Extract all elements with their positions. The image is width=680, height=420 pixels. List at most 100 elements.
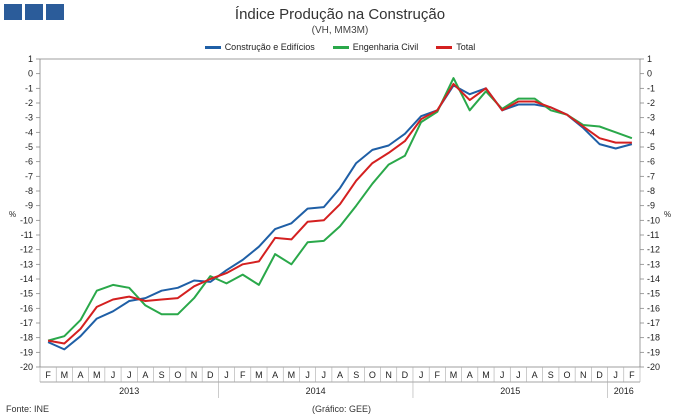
- x-tick-label: N: [385, 370, 392, 380]
- legend-item: Construção e Edifícios: [204, 42, 315, 52]
- y-tick-label-left: -18: [20, 333, 33, 343]
- x-tick-label: O: [174, 370, 181, 380]
- logo: [4, 4, 64, 20]
- y-tick-label-left: -6: [25, 157, 33, 167]
- x-tick-label: M: [255, 370, 263, 380]
- y-tick-label-right: -15: [647, 289, 660, 299]
- y-tick-label-left: -14: [20, 274, 33, 284]
- x-tick-label: A: [532, 370, 538, 380]
- y-tick-label-left: -4: [25, 127, 33, 137]
- y-tick-label-left: 1: [28, 54, 33, 64]
- x-tick-label: J: [500, 370, 505, 380]
- x-tick-label: A: [467, 370, 473, 380]
- y-tick-label-right: -5: [647, 142, 655, 152]
- x-tick-label: O: [564, 370, 571, 380]
- y-tick-label-right: -7: [647, 171, 655, 181]
- x-tick-label: J: [322, 370, 327, 380]
- x-tick-label: F: [629, 370, 635, 380]
- logo-square: [46, 4, 64, 20]
- logo-square: [4, 4, 22, 20]
- year-label: 2016: [614, 386, 634, 396]
- y-tick-label-right: -10: [647, 215, 660, 225]
- legend: Construção e Edifícios Engenharia Civil …: [0, 42, 680, 52]
- y-tick-label-right: -2: [647, 98, 655, 108]
- x-tick-label: N: [580, 370, 587, 380]
- y-tick-label-left: -8: [25, 186, 33, 196]
- y-tick-label-right: -16: [647, 303, 660, 313]
- x-tick-label: A: [337, 370, 343, 380]
- x-tick-label: M: [450, 370, 458, 380]
- y-tick-label-right: -20: [647, 362, 660, 372]
- y-tick-label-left: -2: [25, 98, 33, 108]
- y-axis-label-right: %: [664, 210, 671, 219]
- legend-item: Engenharia Civil: [332, 42, 419, 52]
- x-tick-label: M: [482, 370, 490, 380]
- source-note: Fonte: INE: [6, 404, 50, 414]
- x-tick-label: J: [613, 370, 618, 380]
- legend-item: Total: [436, 42, 475, 52]
- y-tick-label-left: -5: [25, 142, 33, 152]
- y-tick-label-right: -19: [647, 347, 660, 357]
- x-tick-label: M: [288, 370, 296, 380]
- y-tick-label-left: -16: [20, 303, 33, 313]
- y-tick-label-left: -15: [20, 289, 33, 299]
- y-tick-label-left: -17: [20, 318, 33, 328]
- y-tick-label-right: -14: [647, 274, 660, 284]
- legend-label: Total: [456, 42, 476, 52]
- x-tick-label: J: [111, 370, 116, 380]
- x-tick-label: A: [142, 370, 148, 380]
- x-tick-label: O: [369, 370, 376, 380]
- y-tick-label-left: -13: [20, 259, 33, 269]
- x-tick-label: J: [419, 370, 424, 380]
- legend-swatch: [332, 45, 349, 49]
- legend-label: Engenharia Civil: [352, 42, 419, 52]
- x-tick-label: D: [207, 370, 214, 380]
- y-tick-label-left: -20: [20, 362, 33, 372]
- y-tick-label-right: -3: [647, 113, 655, 123]
- y-tick-label-left: 0: [28, 69, 33, 79]
- x-tick-label: F: [435, 370, 441, 380]
- x-tick-label: F: [240, 370, 246, 380]
- x-tick-label: J: [127, 370, 132, 380]
- credit-note: (Gráfico: GEE): [312, 404, 372, 414]
- x-tick-label: J: [224, 370, 229, 380]
- y-tick-label-right: -4: [647, 127, 655, 137]
- y-tick-label-left: -10: [20, 215, 33, 225]
- y-tick-label-left: -7: [25, 171, 33, 181]
- y-tick-label-right: -8: [647, 186, 655, 196]
- series-line: [47, 82, 632, 345]
- legend-label: Construção e Edifícios: [224, 42, 315, 52]
- x-tick-label: S: [353, 370, 359, 380]
- legend-swatch: [204, 45, 221, 49]
- y-tick-label-right: -1: [647, 83, 655, 93]
- y-tick-label-right: 0: [647, 69, 652, 79]
- y-axis-label-left: %: [9, 210, 16, 219]
- y-tick-label-right: -9: [647, 201, 655, 211]
- year-label: 2014: [306, 386, 326, 396]
- year-label: 2013: [119, 386, 139, 396]
- x-tick-label: A: [272, 370, 278, 380]
- x-tick-label: S: [548, 370, 554, 380]
- chart-title: Índice Produção na Construção: [234, 6, 446, 23]
- y-tick-label-right: -13: [647, 259, 660, 269]
- y-tick-label-left: -11: [21, 230, 33, 240]
- x-tick-label: A: [78, 370, 84, 380]
- x-tick-label: J: [516, 370, 521, 380]
- series-line: [47, 77, 633, 342]
- x-tick-label: J: [305, 370, 310, 380]
- chart-subtitle: (VH, MM3M): [311, 25, 369, 36]
- y-tick-label-left: -12: [20, 245, 33, 255]
- year-label: 2015: [500, 386, 520, 396]
- x-tick-label: F: [45, 370, 51, 380]
- y-tick-label-right: -12: [647, 245, 660, 255]
- y-tick-label-right: -6: [647, 157, 655, 167]
- x-tick-label: M: [93, 370, 101, 380]
- x-tick-label: N: [191, 370, 198, 380]
- x-tick-label: D: [402, 370, 409, 380]
- y-tick-label-left: -3: [25, 113, 33, 123]
- y-tick-label-right: 1: [647, 54, 652, 64]
- y-tick-label-left: -19: [20, 347, 33, 357]
- y-tick-label-right: -18: [647, 333, 660, 343]
- y-tick-label-right: -17: [647, 318, 660, 328]
